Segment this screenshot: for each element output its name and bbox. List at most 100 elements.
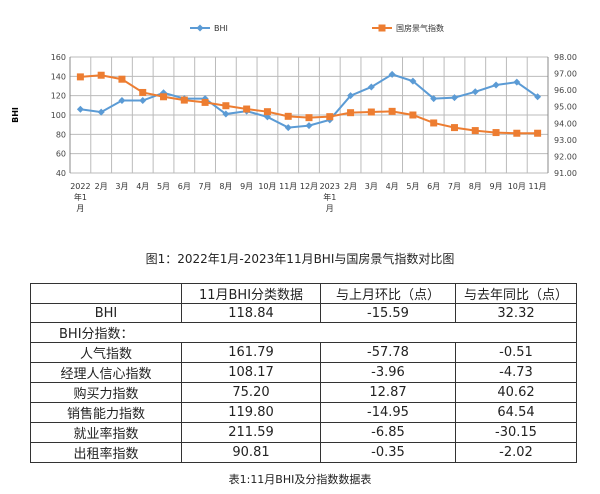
data-point [139, 97, 147, 104]
table-cell: -3.96 [320, 362, 456, 383]
x-tick-label: 2月 [344, 182, 357, 191]
table-cell: 64.54 [455, 402, 577, 423]
table-cell: 11月BHI分类数据 [181, 283, 321, 304]
table-cell: 118.84 [181, 303, 321, 323]
table-cell: BHI [30, 303, 182, 323]
x-tick-label: 8月 [219, 182, 232, 191]
data-point [284, 112, 292, 120]
table-cell: 119.80 [181, 402, 321, 423]
data-point [450, 94, 458, 102]
y2-tick-label: 94.00 [554, 119, 577, 128]
table-cell: 75.20 [181, 382, 321, 403]
x-tick-label: 7月 [199, 182, 212, 191]
y-tick-label: 60 [56, 150, 66, 159]
table-cell: 人气指数 [30, 342, 182, 363]
x-tick-label: 2023 年1 月 [320, 182, 340, 213]
legend-marker [378, 24, 386, 32]
data-point [388, 70, 396, 78]
table-cell: -30.15 [455, 422, 577, 443]
y-tick-label: 160 [51, 53, 66, 62]
table-header-row: 11月BHI分类数据 与上月环比（点） 与去年同比（点） [30, 283, 577, 304]
y2-tick-label: 92.00 [554, 152, 577, 161]
data-point [347, 109, 355, 117]
data-point [409, 77, 417, 85]
data-point [471, 127, 479, 135]
y2-tick-label: 98.00 [554, 53, 577, 62]
table-cell: 108.17 [181, 362, 321, 383]
data-point [76, 73, 84, 81]
data-point [388, 107, 396, 115]
y2-tick-label: 95.00 [554, 103, 577, 112]
y-tick-label: 40 [56, 169, 66, 178]
table-cell: 与上月环比（点） [320, 283, 456, 304]
table-cell: -14.95 [320, 402, 456, 423]
data-point [430, 119, 438, 127]
data-point [97, 71, 105, 79]
data-point [160, 93, 168, 101]
y-tick-label: 80 [56, 130, 66, 139]
table-cell: -4.73 [455, 362, 577, 383]
x-tick-label: 5月 [157, 182, 170, 191]
data-point [409, 111, 417, 119]
data-point [347, 92, 355, 100]
data-point [534, 129, 542, 137]
data-point [180, 96, 188, 104]
table-row: 人气指数 161.79 -57.78 -0.51 [30, 342, 577, 363]
data-point [97, 108, 105, 116]
table-cell: 经理人信心指数 [30, 362, 182, 383]
data-point [76, 105, 84, 113]
y2-tick-label: 96.00 [554, 86, 577, 95]
data-point [305, 122, 313, 130]
x-tick-label: 11月 [279, 182, 297, 191]
x-tick-label: 3月 [115, 182, 128, 191]
x-tick-label: 6月 [427, 182, 440, 191]
y2-tick-label: 97.00 [554, 70, 577, 79]
data-point [534, 93, 542, 101]
table-cell: 211.59 [181, 422, 321, 443]
table-cell: -15.59 [320, 303, 456, 323]
table-row: 销售能力指数 119.80 -14.95 64.54 [30, 402, 577, 423]
data-point [222, 102, 230, 110]
x-tick-label: 4月 [136, 182, 149, 191]
table-row: 经理人信心指数 108.17 -3.96 -4.73 [30, 362, 577, 383]
data-point [367, 108, 375, 116]
legend-label: 国房景气指数 [396, 23, 444, 33]
x-tick-label: 6月 [178, 182, 191, 191]
table-cell: -0.51 [455, 342, 577, 363]
table-cell: 与去年同比（点） [455, 283, 577, 304]
y-tick-label: 140 [51, 72, 66, 81]
table-cell: -2.02 [455, 442, 577, 463]
data-point [263, 108, 271, 116]
table-row-bhi: BHI 118.84 -15.59 32.32 [30, 303, 577, 323]
table-cell: -6.85 [320, 422, 456, 443]
table-cell: 90.81 [181, 442, 321, 463]
legend-marker [196, 24, 204, 32]
y2-tick-label: 93.00 [554, 136, 577, 145]
x-tick-label: 11月 [529, 182, 547, 191]
x-tick-label: 9月 [240, 182, 253, 191]
x-tick-label: 4月 [386, 182, 399, 191]
table-cell: 161.79 [181, 342, 321, 363]
data-point [326, 113, 334, 121]
data-point [222, 110, 230, 118]
y2-tick-label: 91.00 [554, 169, 577, 178]
data-table: 11月BHI分类数据 与上月环比（点） 与去年同比（点） BHI 118.84 -15.5… [30, 283, 577, 463]
comparison-line-chart: 40 60 80 100 120 140 160 91.00 92.00 93.00 94.00 95… [11, 23, 577, 213]
table-cell: -57.78 [320, 342, 456, 363]
data-point [284, 124, 292, 132]
data-point [492, 81, 500, 89]
table-row: 就业率指数 211.59 -6.85 -30.15 [30, 422, 577, 443]
table-row: 出租率指数 90.81 -0.35 -2.02 [30, 442, 577, 463]
table-subheader-row: BHI分指数： [30, 322, 577, 343]
data-point [305, 114, 313, 122]
data-point [430, 95, 438, 103]
y-axis-title: BHI [11, 107, 20, 123]
table-cell: 就业率指数 [30, 422, 182, 443]
table-cell: 购买力指数 [30, 382, 182, 403]
data-point [513, 78, 521, 86]
data-point [450, 124, 458, 132]
data-point [471, 88, 479, 96]
y-tick-label: 120 [51, 92, 66, 101]
figure-caption: 图1：2022年1月-2023年11月BHI与国房景气指数对比图 [145, 252, 455, 266]
x-tick-label: 2022 年1 月 [70, 182, 90, 213]
